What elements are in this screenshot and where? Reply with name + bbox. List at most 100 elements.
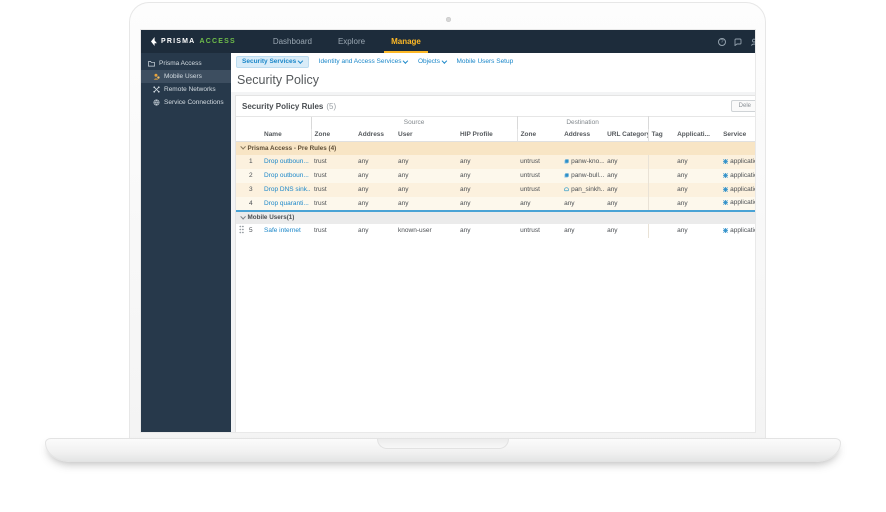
service-connections-icon xyxy=(153,99,160,106)
table-row[interactable]: 2 Drop outboun... trust any any any untr… xyxy=(236,168,755,183)
cell-service: application-d... xyxy=(720,223,755,238)
cell-dest-address: panw-bull... xyxy=(561,168,605,183)
table-row[interactable]: 4 Drop quaranti... trust any any any any… xyxy=(236,196,755,211)
cell-zone: trust xyxy=(311,168,356,183)
col-application[interactable]: Applicati... xyxy=(674,128,721,142)
sidebar-item-remote-networks[interactable]: Remote Networks xyxy=(141,83,231,96)
cell-dest-zone: any xyxy=(517,196,562,211)
rule-group-label: Prisma Access - Pre Rules (4) xyxy=(247,144,337,152)
table-row[interactable]: 5 Safe internet trust any known-user any… xyxy=(236,223,755,238)
breadcrumb-label: Objects xyxy=(417,58,440,65)
col-source-zone[interactable]: Zone xyxy=(310,128,356,142)
palo-alto-logo-icon xyxy=(151,37,157,46)
address-group-icon xyxy=(564,158,569,166)
rule-number: 4 xyxy=(246,196,261,211)
rule-number: 2 xyxy=(246,168,261,183)
cell-service: application-d... xyxy=(720,154,755,169)
sidebar-item-service-connections[interactable]: Service Connections xyxy=(141,96,231,109)
cell-user: any xyxy=(395,154,458,169)
help-icon[interactable]: ? xyxy=(718,37,726,46)
table-row[interactable]: 3 Drop DNS sink... trust any any any unt… xyxy=(236,182,755,197)
chevron-down-icon xyxy=(403,58,408,64)
rule-name-link[interactable]: Drop quaranti... xyxy=(264,199,309,207)
user-icon[interactable] xyxy=(750,38,755,46)
card-title: Security Policy Rules xyxy=(242,101,324,111)
sidebar-item-label: Remote Networks xyxy=(164,86,216,93)
service-icon xyxy=(723,200,729,207)
col-user[interactable]: User xyxy=(395,128,458,142)
col-name[interactable]: Name xyxy=(261,128,312,142)
col-source-address[interactable]: Address xyxy=(355,128,396,142)
delete-button[interactable]: Dele xyxy=(730,100,755,112)
col-number xyxy=(246,128,261,142)
rule-name-link[interactable]: Drop DNS sink... xyxy=(264,186,312,193)
cell-dest-address: pan_sinkh... xyxy=(561,182,605,197)
cell-tag xyxy=(647,196,675,211)
col-dest-zone[interactable]: Zone xyxy=(516,128,562,142)
col-tag[interactable]: Tag xyxy=(647,128,675,142)
cell-application: any xyxy=(674,182,721,197)
col-hip-profile[interactable]: HIP Profile xyxy=(457,128,518,142)
destination-group-header: Destination xyxy=(517,116,649,129)
cell-address: any xyxy=(355,182,396,197)
cell-tag xyxy=(647,182,675,197)
sidebar-item-label: Prisma Access xyxy=(159,60,202,67)
breadcrumb-mobile-users-setup[interactable]: Mobile Users Setup xyxy=(457,58,514,65)
cell-dest-address: any xyxy=(561,196,605,211)
prisma-access-logo[interactable]: PRISMA ACCESS xyxy=(141,30,246,53)
col-dest-address[interactable]: Address xyxy=(561,128,605,142)
source-group-header: Source xyxy=(310,116,518,129)
rule-group-mobile-users[interactable]: Mobile Users(1) xyxy=(236,209,755,224)
breadcrumb: Security Services Identity and Access Se… xyxy=(231,53,755,70)
tab-manage[interactable]: Manage xyxy=(378,30,434,53)
cell-url-category: any xyxy=(604,154,649,169)
logo-text-prisma: PRISMA xyxy=(161,38,196,45)
cell-address: any xyxy=(355,168,396,183)
sidebar-item-prisma-access[interactable]: Prisma Access xyxy=(141,57,231,70)
app-screen: PRISMA ACCESS Dashboard Explore Manage ? xyxy=(140,29,756,433)
security-policy-rules-table: Source Destination Name Zone Address xyxy=(236,116,755,238)
table-row[interactable]: 1 Drop outboun... trust any any any untr… xyxy=(236,154,755,169)
rule-name-link[interactable]: Drop outboun... xyxy=(264,158,309,165)
rule-name-link[interactable]: Safe internet xyxy=(264,227,301,234)
cell-url-category: any xyxy=(604,196,649,211)
table-column-header-row: Name Zone Address User HIP Profile Zone … xyxy=(236,128,755,142)
chevron-down-icon xyxy=(297,58,303,64)
cell-url-category: any xyxy=(604,223,649,238)
sidebar-item-mobile-users[interactable]: Mobile Users xyxy=(141,70,231,83)
breadcrumb-objects[interactable]: Objects xyxy=(418,58,447,65)
cell-dest-address: any xyxy=(561,223,605,238)
col-url-category[interactable]: URL Category xyxy=(604,128,649,142)
cell-zone: trust xyxy=(311,196,356,211)
laptop-base-notch xyxy=(377,439,509,449)
col-drag xyxy=(236,128,246,142)
table-group-header-row: Source Destination xyxy=(236,116,755,129)
col-service[interactable]: Service xyxy=(720,128,755,142)
cell-zone: trust xyxy=(311,182,356,197)
tab-dashboard[interactable]: Dashboard xyxy=(272,37,312,46)
drag-handle-icon[interactable] xyxy=(239,225,244,234)
tab-explore[interactable]: Explore xyxy=(337,37,366,46)
cell-hip: any xyxy=(457,196,518,211)
notifications-icon[interactable] xyxy=(734,38,742,46)
cell-address: any xyxy=(355,223,396,238)
cell-tag xyxy=(647,154,675,169)
cell-application: any xyxy=(674,154,721,169)
rule-name-link[interactable]: Drop outboun... xyxy=(264,172,309,179)
breadcrumb-security-services[interactable]: Security Services xyxy=(236,55,309,68)
cell-tag xyxy=(647,223,675,238)
cell-user: any xyxy=(395,182,458,197)
cell-user: any xyxy=(395,168,458,183)
rule-group-pre-rules[interactable]: Prisma Access - Pre Rules (4) xyxy=(236,141,755,155)
chevron-down-icon xyxy=(441,58,447,64)
cell-application: any xyxy=(674,168,721,183)
service-icon xyxy=(723,227,729,235)
chevron-down-icon xyxy=(240,213,246,219)
content-area: Security Policy Rules (5) Dele xyxy=(231,92,755,432)
sidebar-item-label: Mobile Users xyxy=(164,73,202,80)
breadcrumb-identity-access-services[interactable]: Identity and Access Services xyxy=(319,58,408,65)
nav-tabs: Dashboard Explore Manage xyxy=(260,30,434,53)
cell-dest-zone: untrust xyxy=(517,154,562,169)
breadcrumb-label: Security Services xyxy=(242,58,297,65)
